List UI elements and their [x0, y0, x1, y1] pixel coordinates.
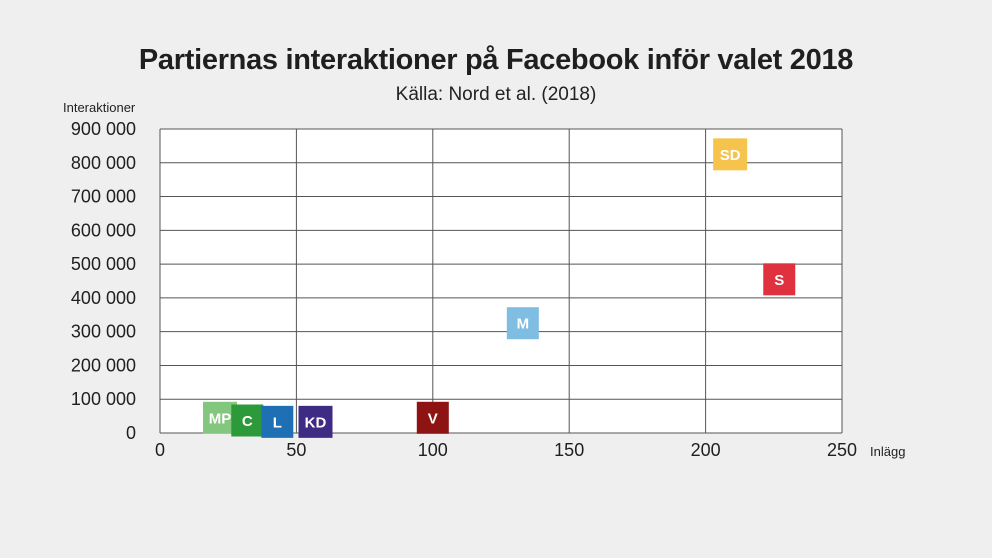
x-tick-label: 0: [155, 440, 165, 460]
y-tick-label: 0: [126, 423, 136, 443]
y-tick-label: 600 000: [71, 220, 136, 240]
x-axis-label: Inlägg: [870, 444, 905, 459]
y-tick-label: 400 000: [71, 288, 136, 308]
data-label-s: S: [774, 272, 784, 289]
data-point-sd: [713, 138, 748, 171]
x-tick-label: 200: [691, 440, 721, 460]
plot-area: [160, 129, 842, 433]
data-label-v: V: [428, 410, 438, 427]
y-tick-label: 700 000: [71, 187, 136, 207]
data-label-sd: SD: [720, 147, 741, 164]
y-axis-label: Interaktioner: [63, 100, 136, 115]
x-tick-label: 50: [286, 440, 306, 460]
data-label-kd: KD: [305, 414, 327, 431]
chart-subtitle: Källa: Nord et al. (2018): [395, 84, 597, 105]
y-tick-label: 900 000: [71, 119, 136, 139]
data-label-l: L: [273, 414, 282, 431]
data-label-mp: MP: [209, 410, 232, 427]
chart-title: Partiernas interaktioner på Facebook inf…: [138, 44, 854, 76]
x-tick-label: 250: [827, 440, 857, 460]
data-point-kd: [298, 405, 333, 438]
data-point-c: [231, 404, 264, 437]
y-tick-label: 100 000: [71, 389, 136, 409]
data-point-l: [261, 405, 294, 438]
data-point-s: [763, 263, 796, 296]
data-point-m: [506, 307, 539, 340]
data-label-c: C: [242, 413, 253, 430]
x-tick-label: 150: [554, 440, 584, 460]
data-point-v: [416, 401, 449, 434]
data-label-m: M: [517, 316, 530, 333]
y-tick-label: 800 000: [71, 153, 136, 173]
y-tick-label: 500 000: [71, 254, 136, 274]
x-tick-label: 100: [418, 440, 448, 460]
y-tick-label: 200 000: [71, 355, 136, 375]
y-tick-label: 300 000: [71, 322, 136, 342]
